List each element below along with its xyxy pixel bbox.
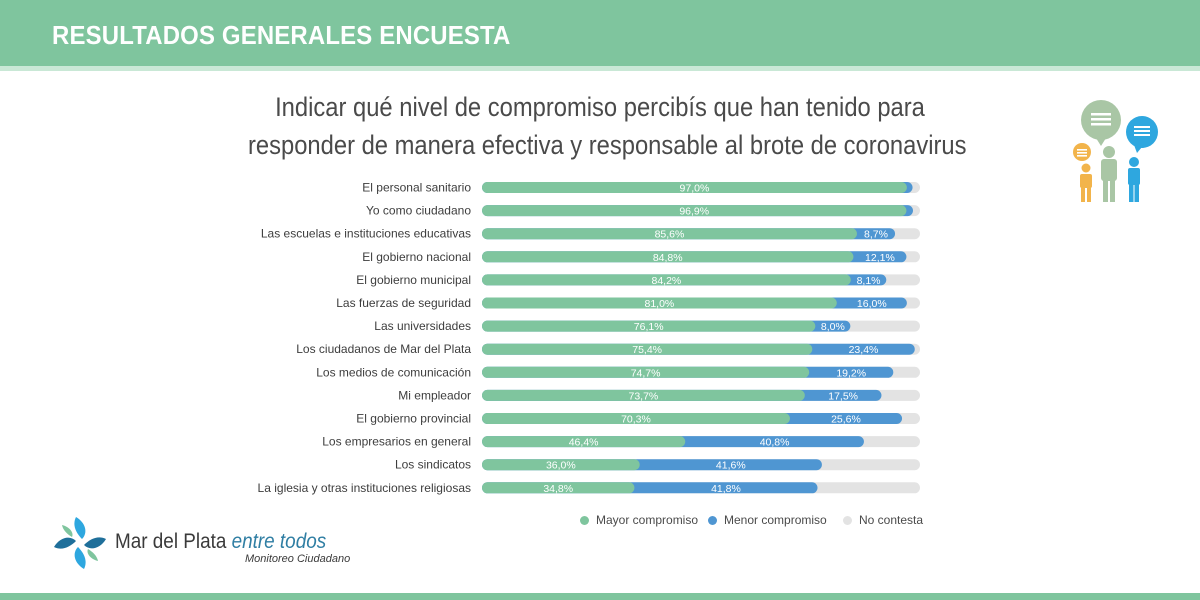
- category-label: Los empresarios en general: [322, 435, 471, 449]
- page-title: RESULTADOS GENERALES ENCUESTA: [52, 20, 511, 50]
- data-label: 84,8%: [653, 252, 683, 264]
- logo-icon: [54, 517, 106, 569]
- data-label: 8,0%: [821, 321, 845, 333]
- chart-title-line-2: responder de manera efectiva y responsab…: [248, 130, 967, 160]
- data-label: 97,0%: [680, 183, 710, 195]
- header-divider: [0, 66, 1200, 71]
- data-label: 16,0%: [857, 298, 887, 310]
- chart-title-line-1: Indicar qué nivel de compromiso percibís…: [275, 92, 925, 122]
- legend-item-mayor: Mayor compromiso: [580, 512, 698, 528]
- data-label: 23,4%: [849, 344, 879, 356]
- category-label: Los sindicatos: [395, 458, 471, 472]
- legend-swatch-mayor: [580, 515, 589, 525]
- legend-label-menor: Menor compromiso: [724, 513, 827, 527]
- legend-item-menor: Menor compromiso: [708, 512, 827, 528]
- data-label: 75,4%: [632, 344, 662, 356]
- category-label: La iglesia y otras instituciones religio…: [258, 481, 471, 495]
- bar-segment-mayor: [482, 459, 640, 471]
- category-label: Yo como ciudadano: [366, 204, 471, 218]
- bar-segment-mayor: [482, 343, 813, 355]
- chart-title: Indicar qué nivel de compromiso percibís…: [200, 88, 1000, 164]
- bar-segment-mayor: [482, 182, 907, 193]
- bar-segment-mayor: [482, 389, 805, 401]
- legend-swatch-menor: [708, 515, 717, 525]
- data-label: 70,3%: [621, 414, 651, 426]
- category-label: El gobierno municipal: [356, 273, 471, 287]
- category-label: Los ciudadanos de Mar del Plata: [296, 342, 471, 356]
- data-label: 85,6%: [655, 229, 685, 241]
- data-label: 19,2%: [836, 367, 866, 379]
- category-label: El gobierno provincial: [356, 412, 471, 426]
- data-label: 41,8%: [711, 483, 741, 495]
- data-label: 76,1%: [634, 321, 664, 333]
- category-label: El gobierno nacional: [362, 250, 471, 264]
- category-label: Mi empleador: [398, 388, 471, 402]
- bar-segment-mayor: [482, 205, 907, 217]
- legend-label-no-contesta: No contesta: [859, 513, 924, 527]
- data-label: 73,7%: [629, 390, 659, 402]
- bar-segment-mayor: [482, 228, 857, 240]
- data-label: 12,1%: [865, 252, 895, 264]
- bar-segment-mayor: [482, 436, 686, 448]
- data-label: 81,0%: [644, 298, 674, 310]
- brand-name-main: Mar del Plata: [115, 530, 232, 553]
- data-label: 25,6%: [831, 414, 861, 426]
- data-label: 46,4%: [569, 437, 599, 449]
- legend-label-mayor: Mayor compromiso: [596, 513, 699, 527]
- data-label: 36,0%: [546, 460, 576, 472]
- bar-segment-mayor: [482, 413, 790, 424]
- data-label: 8,1%: [857, 275, 881, 287]
- data-label: 40,8%: [760, 437, 790, 449]
- data-label: 17,5%: [828, 390, 858, 402]
- brand-subtitle: Monitoreo Ciudadano: [245, 553, 351, 565]
- bar-segment-mayor: [482, 482, 635, 494]
- category-label: El personal sanitario: [362, 181, 471, 195]
- data-label: 8,7%: [864, 229, 888, 241]
- brand-name: Mar del Plata entre todos: [115, 530, 326, 554]
- people-talking-icon: [1073, 100, 1158, 202]
- bar-segment-mayor: [482, 366, 810, 378]
- bar-segment-mayor: [482, 297, 837, 309]
- data-label: 34,8%: [543, 483, 573, 495]
- data-label: 74,7%: [631, 367, 661, 379]
- category-label: Los medios de comunicación: [316, 365, 471, 379]
- brand-name-accent: entre todos: [231, 530, 327, 553]
- legend-item-no-contesta: No contesta: [843, 512, 923, 528]
- category-label: Las escuelas e instituciones educativas: [261, 227, 471, 241]
- header-band: [0, 0, 1200, 70]
- data-label: 41,6%: [716, 460, 746, 472]
- footer-band: [0, 593, 1200, 600]
- legend-swatch-no-contesta: [843, 515, 852, 525]
- data-label: 96,9%: [679, 206, 709, 218]
- category-label: Las universidades: [374, 319, 471, 333]
- bar-segment-mayor: [482, 251, 854, 263]
- bar-segment-mayor: [482, 274, 851, 286]
- bar-segment-mayor: [482, 320, 816, 332]
- data-label: 84,2%: [652, 275, 682, 287]
- category-label: Las fuerzas de seguridad: [336, 296, 471, 310]
